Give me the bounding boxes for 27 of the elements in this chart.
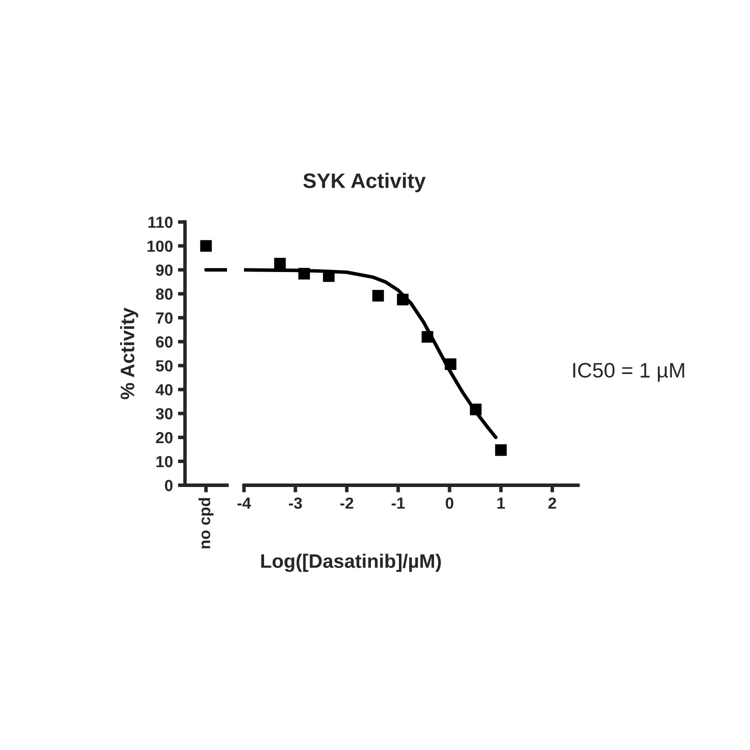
x-axis-title: Log([Dasatinib]/µM) xyxy=(261,554,441,572)
point xyxy=(495,444,507,456)
y-tick-label: 110 xyxy=(148,216,173,228)
x-tick-label: no cpd xyxy=(198,498,214,548)
y-tick-label: 20 xyxy=(156,432,173,444)
point xyxy=(372,290,384,302)
x-tick-label: 0 xyxy=(446,497,454,509)
y-tick-label: 70 xyxy=(156,312,173,324)
y-tick-label: 30 xyxy=(156,408,173,420)
y-tick-label: 80 xyxy=(156,288,173,300)
x-tick-label: -1 xyxy=(392,498,405,509)
y-tick-label: 40 xyxy=(156,384,173,396)
y-axis-title: % Activity xyxy=(120,308,138,400)
y-tick-label: 60 xyxy=(156,336,173,348)
x-tick-label: -2 xyxy=(340,497,354,509)
y-tick-label: 50 xyxy=(156,360,173,372)
annotation: IC50 = 1 µM xyxy=(573,362,684,382)
y-tick-label: 10 xyxy=(156,456,173,468)
x-tick-label: 2 xyxy=(548,497,556,509)
chart-title: SYK Activity xyxy=(303,172,426,192)
x-tick-label: 1 xyxy=(497,498,505,509)
x-tick-label: -3 xyxy=(288,497,302,509)
y-tick-label: 0 xyxy=(164,480,173,492)
point xyxy=(274,258,286,270)
x-tick-label: -4 xyxy=(238,498,252,509)
y-tick-label: 100 xyxy=(148,240,173,252)
y-tick-label: 90 xyxy=(156,264,173,276)
